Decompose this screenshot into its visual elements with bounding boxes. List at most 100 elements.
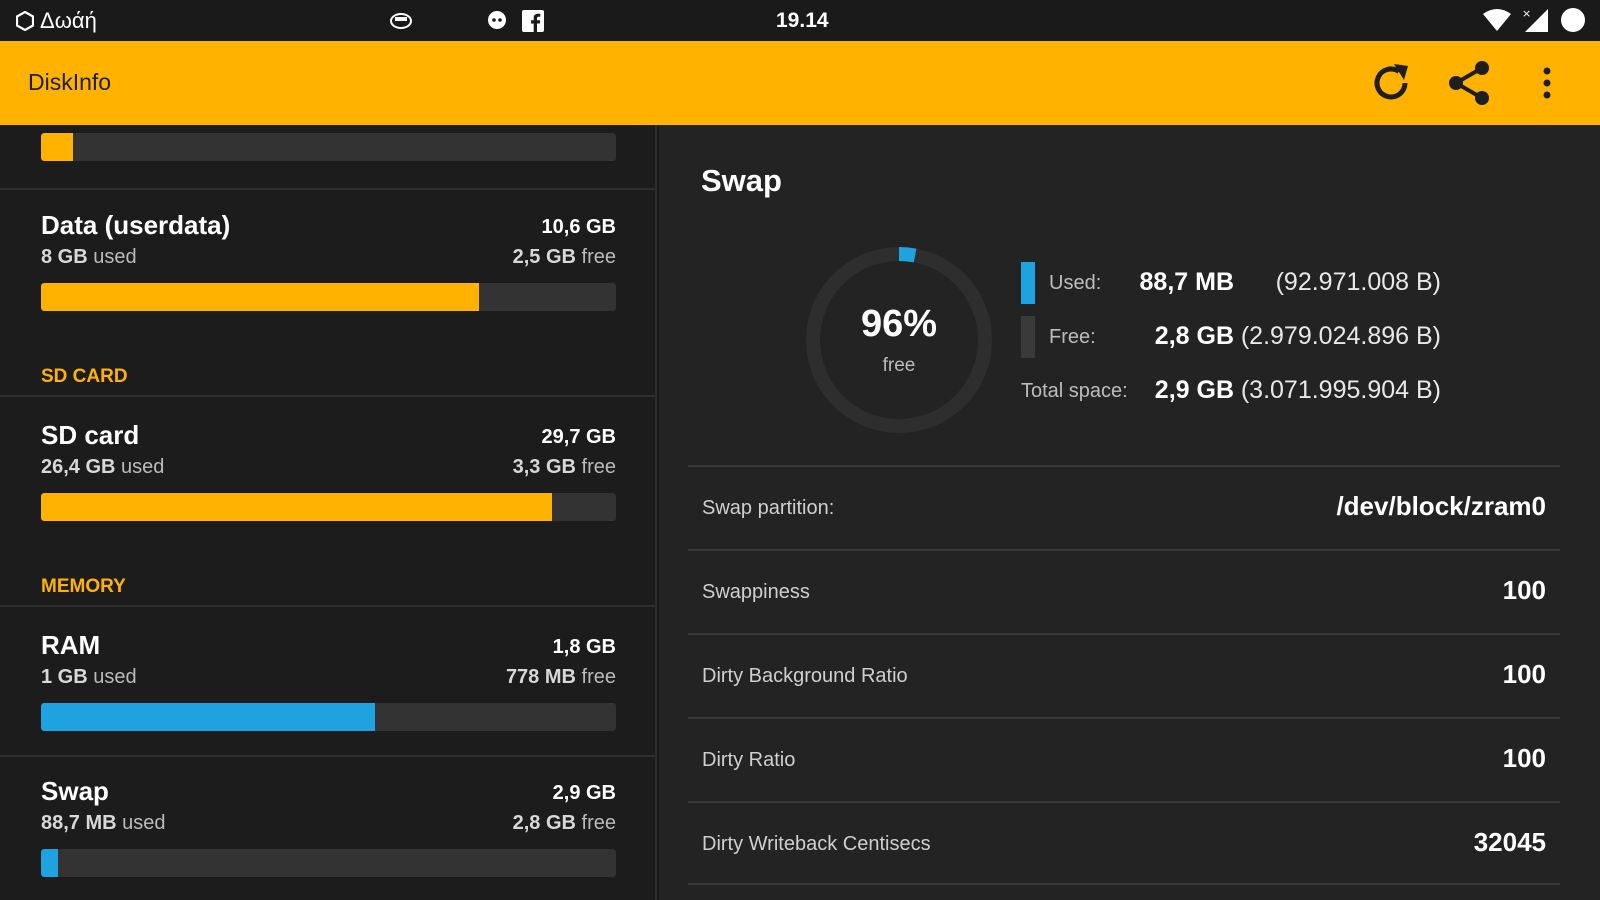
share-icon [1449, 61, 1489, 105]
item-name: Data (userdata) [41, 210, 231, 240]
item-free-suffix: free [575, 666, 616, 688]
divider [0, 755, 655, 757]
usage-donut-chart [806, 247, 992, 433]
usage-bar-fill [41, 283, 480, 311]
status-time: 19.14 [776, 9, 829, 32]
hexagon-icon [16, 11, 34, 31]
refresh-icon [1374, 64, 1408, 100]
item-used-suffix: used [87, 246, 137, 268]
usage-bar [41, 283, 616, 311]
property-value: /dev/block/zram0 [1336, 491, 1546, 521]
list-item-sd-card[interactable]: SD card 29,7 GB 26,4 GB used 3,3 GB free [0, 420, 655, 545]
item-used-value: 88,7 MB [41, 812, 117, 834]
detail-title: Swap [701, 163, 782, 198]
detail-pane: Swap 96% free Used: 88,7 MB (92.971.008 … [659, 125, 1600, 900]
property-value: 100 [1502, 659, 1546, 689]
item-used-value: 8 GB [41, 246, 88, 268]
usage-bar-fill [41, 493, 553, 521]
item-used-suffix: used [87, 666, 137, 688]
share-button[interactable] [1430, 59, 1508, 107]
property-value: 32045 [1473, 827, 1546, 857]
property-value: 100 [1502, 743, 1546, 773]
list-item-swap[interactable]: Swap 2,9 GB 88,7 MB used 2,8 GB free [0, 776, 655, 900]
signal-icon: × [1522, 7, 1548, 32]
item-free: 3,3 GB free [513, 456, 616, 479]
partial-usage-bar [41, 133, 616, 161]
legend-label: Used: [1049, 272, 1102, 294]
status-icons: × [1482, 7, 1586, 33]
item-total: 2,9 GB [552, 782, 616, 804]
item-free-value: 3,3 GB [512, 456, 576, 478]
usage-bar [41, 849, 616, 877]
item-free: 2,5 GB free [513, 246, 616, 269]
item-total: 29,7 GB [541, 426, 616, 448]
item-free-value: 2,8 GB [512, 812, 576, 834]
legend-total: Total space: 2,9 GB (3.071.995.904 B) [1021, 370, 1441, 412]
donut-used-arc [806, 247, 992, 433]
item-free-suffix: free [575, 246, 616, 268]
legend-size: 2,9 GB [1154, 376, 1234, 404]
refresh-button[interactable] [1352, 59, 1430, 107]
item-used: 88,7 MB used [41, 812, 166, 835]
property-name: Dirty Ratio [702, 749, 796, 771]
wifi-icon [1483, 9, 1511, 31]
app-title: DiskInfo [28, 69, 112, 95]
property-row-swap-partition: Swap partition: /dev/block/zram0 [688, 465, 1560, 549]
item-used: 26,4 GB used [41, 456, 164, 479]
app-bar: DiskInfo [0, 41, 1600, 125]
partial-usage-bar-fill [41, 133, 73, 161]
item-name: SD card [41, 420, 140, 450]
svg-text:×: × [1522, 7, 1531, 20]
item-used-suffix: used [115, 456, 165, 478]
divider [0, 605, 655, 607]
more-vert-icon [1543, 67, 1551, 99]
property-name: Swap partition: [702, 497, 835, 519]
item-used-suffix: used [116, 812, 166, 834]
status-bar: Δωάή 19.14 × [0, 0, 1600, 41]
property-row-dirty-writeback-centisecs: Dirty Writeback Centisecs 32045 [688, 801, 1560, 885]
item-free-suffix: free [575, 812, 616, 834]
legend-label: Free: [1049, 326, 1096, 348]
facebook-icon [522, 10, 544, 32]
usage-bar [41, 493, 616, 521]
property-name: Dirty Writeback Centisecs [702, 833, 931, 855]
section-header-memory: MEMORY [41, 576, 126, 597]
property-row-dirty-ratio: Dirty Ratio 100 [688, 717, 1560, 801]
item-total: 1,8 GB [552, 636, 616, 658]
legend-swatch-free [1021, 316, 1035, 358]
item-free-value: 2,5 GB [512, 246, 576, 268]
property-name: Dirty Background Ratio [702, 665, 908, 687]
legend-size: 88,7 MB [1139, 268, 1234, 296]
usage-bar-fill [41, 703, 375, 731]
status-carrier: Δωάή [16, 8, 97, 34]
property-row-swappiness: Swappiness 100 [688, 549, 1560, 633]
property-value: 100 [1502, 575, 1546, 605]
legend-label: Total space: [1021, 380, 1128, 402]
list-item-ram[interactable]: RAM 1,8 GB 1 GB used 778 MB free [0, 630, 655, 755]
donut-percent: 96% [860, 303, 938, 345]
item-name: RAM [41, 630, 101, 660]
battery-icon [1561, 8, 1585, 32]
divider [0, 188, 655, 190]
section-header-sd-card: SD CARD [41, 366, 128, 387]
legend-size: 2,8 GB [1154, 322, 1234, 350]
overflow-menu-button[interactable] [1508, 59, 1586, 107]
list-item-data-partition[interactable]: Data (userdata) 10,6 GB 8 GB used 2,5 GB… [0, 210, 655, 335]
legend-bytes: (3.071.995.904 B) [1240, 376, 1441, 404]
property-row-dirty-background-ratio: Dirty Background Ratio 100 [688, 633, 1560, 717]
usage-bar [41, 703, 616, 731]
item-free: 778 MB free [506, 666, 616, 689]
legend-free: Free: 2,8 GB (2.979.024.896 B) [1021, 316, 1441, 358]
storage-list: Data (userdata) 10,6 GB 8 GB used 2,5 GB… [0, 125, 657, 900]
notification-app-icon [390, 13, 412, 29]
item-free-value: 778 MB [505, 666, 576, 688]
donut-label: free [882, 355, 916, 376]
app-bar-actions [1352, 59, 1586, 107]
property-name: Swappiness [702, 581, 810, 603]
carrier-label: Δωάή [40, 8, 97, 33]
item-free-suffix: free [575, 456, 616, 478]
item-used-value: 1 GB [41, 666, 88, 688]
item-used: 8 GB used [41, 246, 137, 269]
item-total: 10,6 GB [541, 216, 616, 238]
item-free: 2,8 GB free [513, 812, 616, 835]
